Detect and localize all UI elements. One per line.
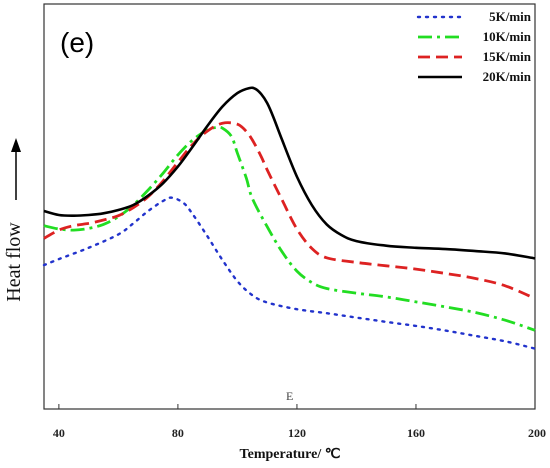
x-tick-label: 200 (528, 426, 546, 440)
x-tick-label: 160 (407, 426, 425, 440)
x-tick-label: 120 (288, 426, 306, 440)
series-lines (42, 86, 537, 350)
legend-label-3: 15K/min (483, 49, 532, 64)
x-ticks: 40 80 120 160 200 (53, 404, 546, 440)
series-line-4 (43, 86, 536, 260)
legend-label-1: 5K/min (489, 9, 532, 24)
x-tick-label: 40 (53, 426, 65, 440)
inner-label: E (286, 389, 293, 403)
series-line-3 (43, 121, 536, 300)
legend-label-4: 20K/min (483, 69, 532, 84)
up-arrow-icon (11, 138, 21, 200)
x-tick-label: 80 (172, 426, 184, 440)
y-axis-title-group: Heat flow (3, 222, 25, 302)
x-axis-title: Temperature/ ℃ (240, 447, 341, 462)
legend-label-2: 10K/min (483, 29, 532, 44)
series-line-1 (42, 196, 537, 350)
y-axis-title: Heat flow (3, 222, 25, 302)
plot-frame (43, 3, 536, 410)
panel-label: (e) (60, 27, 94, 58)
legend: 5K/min 10K/min 15K/min 20K/min (416, 9, 532, 84)
